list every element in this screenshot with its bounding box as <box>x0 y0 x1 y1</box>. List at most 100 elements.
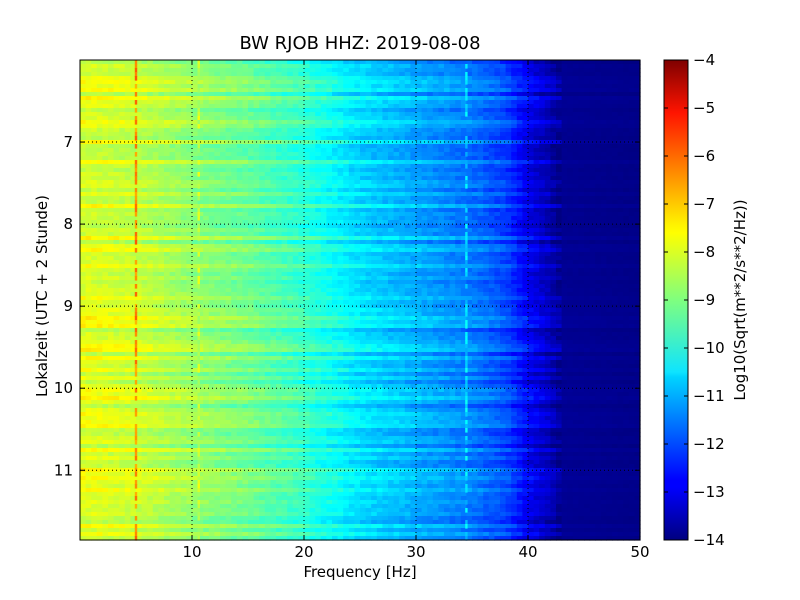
heatmap-cell <box>304 96 311 101</box>
heatmap-cell <box>348 176 355 181</box>
heatmap-cell <box>539 224 546 229</box>
heatmap-cell <box>488 224 495 229</box>
heatmap-cell <box>612 256 619 261</box>
heatmap-cell <box>488 88 495 93</box>
heatmap-cell <box>628 104 635 109</box>
heatmap-cell <box>623 216 630 221</box>
heatmap-cell <box>556 100 563 105</box>
heatmap-cell <box>152 176 159 181</box>
heatmap-cell <box>326 116 333 121</box>
heatmap-cell <box>483 152 490 157</box>
heatmap-cell <box>197 224 204 229</box>
heatmap-cell <box>152 256 159 261</box>
heatmap-cell <box>304 68 311 73</box>
heatmap-cell <box>337 128 344 133</box>
heatmap-cell <box>186 120 193 125</box>
heatmap-cell <box>119 212 126 217</box>
heatmap-cell <box>393 180 400 185</box>
heatmap-cell <box>360 172 367 177</box>
heatmap-cell <box>304 144 311 149</box>
heatmap-cell <box>617 188 624 193</box>
heatmap-cell <box>80 184 87 189</box>
heatmap-cell <box>600 148 607 153</box>
heatmap-cell <box>320 228 327 233</box>
heatmap-cell <box>500 80 507 85</box>
heatmap-cell <box>393 88 400 93</box>
heatmap-cell <box>337 72 344 77</box>
heatmap-cell <box>505 76 512 81</box>
heatmap-cell <box>180 244 187 249</box>
heatmap-cell <box>231 216 238 221</box>
heatmap-cell <box>488 116 495 121</box>
heatmap-cell <box>80 136 87 141</box>
heatmap-cell <box>292 180 299 185</box>
heatmap-cell <box>600 80 607 85</box>
heatmap-cell <box>550 192 557 197</box>
heatmap-cell <box>180 120 187 125</box>
heatmap-cell <box>410 224 417 229</box>
heatmap-cell <box>606 132 613 137</box>
heatmap-cell <box>466 92 473 97</box>
heatmap-cell <box>276 184 283 189</box>
heatmap-cell <box>382 188 389 193</box>
heatmap-cell <box>343 76 350 81</box>
heatmap-cell <box>208 108 215 113</box>
heatmap-cell <box>578 160 585 165</box>
heatmap-cell <box>376 72 383 77</box>
heatmap-cell <box>600 120 607 125</box>
heatmap-cell <box>276 196 283 201</box>
heatmap-cell <box>298 84 305 89</box>
heatmap-cell <box>287 208 294 213</box>
heatmap-cell <box>197 136 204 141</box>
heatmap-cell <box>466 112 473 117</box>
heatmap-cell <box>393 132 400 137</box>
heatmap-cell <box>399 100 406 105</box>
heatmap-cell <box>343 152 350 157</box>
heatmap-cell <box>427 200 434 205</box>
heatmap-cell <box>281 200 288 205</box>
heatmap-cell <box>276 216 283 221</box>
heatmap-cell <box>360 140 367 145</box>
heatmap-cell <box>500 200 507 205</box>
heatmap-cell <box>96 184 103 189</box>
heatmap-cell <box>124 124 131 129</box>
heatmap-cell <box>208 140 215 145</box>
heatmap-cell <box>494 208 501 213</box>
heatmap-cell <box>500 76 507 81</box>
heatmap-cell <box>628 144 635 149</box>
heatmap-cell <box>365 124 372 129</box>
heatmap-cell <box>242 152 249 157</box>
heatmap-cell <box>91 176 98 181</box>
heatmap-cell <box>337 96 344 101</box>
heatmap-cell <box>337 148 344 153</box>
heatmap-cell <box>572 140 579 145</box>
heatmap-cell <box>466 124 473 129</box>
heatmap-cell <box>85 252 92 257</box>
heatmap-cell <box>208 228 215 233</box>
heatmap-cell <box>634 216 641 221</box>
heatmap-cell <box>634 108 641 113</box>
heatmap-cell <box>466 100 473 105</box>
heatmap-cell <box>147 148 154 153</box>
heatmap-cell <box>505 164 512 169</box>
heatmap-cell <box>472 64 479 69</box>
heatmap-cell <box>460 232 467 237</box>
heatmap-cell <box>136 68 143 73</box>
heatmap-cell <box>203 124 210 129</box>
heatmap-cell <box>326 200 333 205</box>
heatmap-cell <box>533 200 540 205</box>
heatmap-cell <box>516 128 523 133</box>
heatmap-cell <box>544 232 551 237</box>
heatmap-cell <box>455 128 462 133</box>
heatmap-cell <box>203 108 210 113</box>
heatmap-cell <box>348 120 355 125</box>
heatmap-cell <box>186 76 193 81</box>
heatmap-cell <box>186 160 193 165</box>
heatmap-cell <box>343 248 350 253</box>
heatmap-cell <box>281 116 288 121</box>
heatmap-cell <box>488 172 495 177</box>
heatmap-cell <box>371 176 378 181</box>
heatmap-cell <box>427 104 434 109</box>
heatmap-cell <box>281 184 288 189</box>
heatmap-cell <box>421 152 428 157</box>
